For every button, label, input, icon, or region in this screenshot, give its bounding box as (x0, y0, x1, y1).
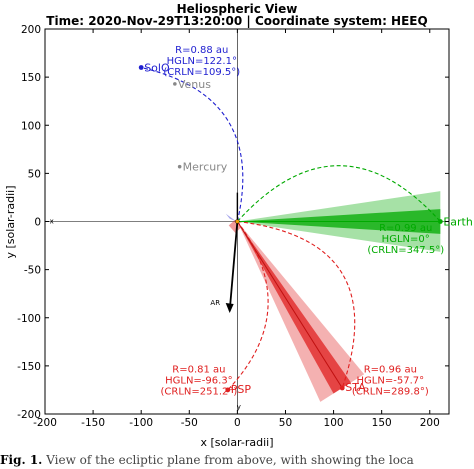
y-tick-label: -50 (24, 265, 41, 277)
annotation-solo-line: HGLN=122.1° (167, 56, 237, 67)
sta-sightline (236, 221, 343, 389)
y-axis-mark: y (237, 403, 241, 411)
body-marker-venus (173, 82, 177, 86)
caption-text: View of the ecliptic plane from above, w… (46, 453, 414, 467)
heliospheric-chart: Heliospheric View Time: 2020-Nov-29T13:2… (4, 2, 473, 449)
x-tick-label: 100 (324, 417, 344, 429)
plot-area: x y AR Earth SolO STA PSP Venus Mercury R=0.88 au… (44, 28, 473, 415)
y-axis-label: y [solar-radii] (4, 186, 17, 259)
body-marker-mercury (177, 164, 182, 169)
body-marker-earth (437, 219, 443, 224)
annotation-psp-line: HGLN=-96.3° (165, 376, 233, 387)
x-tick-label: 200 (420, 417, 440, 429)
annotation-earth-line: R=0.99 au (379, 223, 432, 234)
x-tick-label: -50 (181, 417, 198, 429)
x-tick-label: -100 (129, 417, 153, 429)
annotation-solo-line: (CRLN=109.5°) (163, 67, 240, 78)
solo-fov (225, 213, 237, 222)
annotation-earth-line: (CRLN=347.5°) (367, 245, 444, 256)
body-marker-sta (339, 385, 345, 391)
body-label-earth: Earth (443, 216, 473, 229)
annotation-psp-line: (CRLN=251.2°) (161, 387, 238, 398)
y-tick-label: 0 (34, 217, 41, 229)
figure-caption: Fig. 1. View of the ecliptic plane from … (0, 452, 474, 469)
body-label-venus: Venus (178, 78, 211, 91)
annotation-sta-line: HGLN=-57.7° (357, 376, 425, 387)
chart-subtitle: Time: 2020-Nov-29T13:20:00 | Coordinate … (46, 14, 427, 28)
annotation-sta-line: (CRLN=289.8°) (352, 387, 429, 398)
x-tick-label: 0 (234, 417, 241, 429)
y-tick-label: 100 (21, 120, 41, 132)
annotation-solo-line: R=0.88 au (175, 45, 228, 56)
x-axis-label: x [solar-radii] (201, 436, 274, 449)
sta-fov-narrow (237, 221, 351, 394)
body-marker-psp (225, 387, 231, 393)
psp-parker-spiral (227, 221, 269, 391)
y-tick-label: 50 (28, 168, 41, 180)
x-axis-mark: x (50, 217, 54, 225)
annotation-earth-line: HGLN=0° (382, 234, 430, 245)
psp-fov (228, 219, 242, 234)
y-tick-label: 150 (21, 72, 41, 84)
body-label-solo: SolO (144, 62, 170, 75)
x-tick-label: 150 (372, 417, 392, 429)
x-tick-label: -200 (33, 417, 57, 429)
earth-parker-spiral (236, 165, 441, 222)
x-tick-label: 50 (279, 417, 292, 429)
body-label-sta: STA (345, 381, 366, 394)
y-tick-label: 200 (21, 24, 41, 36)
body-label-mercury: Mercury (183, 161, 228, 174)
y-tick-label: -150 (17, 361, 41, 373)
ar-label: AR (210, 299, 220, 307)
x-tick-label: -150 (81, 417, 105, 429)
sta-parker-spiral (237, 220, 356, 389)
solo-parker-spiral (141, 66, 244, 222)
y-tick-label: -100 (17, 313, 41, 325)
y-tick-label: -200 (17, 409, 41, 421)
sun-marker (235, 219, 240, 224)
ar-arrow-shaft (228, 221, 239, 312)
body-marker-solo (138, 65, 144, 70)
annotation-psp-line: R=0.81 au (172, 365, 225, 376)
ar-arrow-head (225, 303, 234, 314)
annotation-sta-line: R=0.96 au (364, 365, 417, 376)
chart-title: Heliospheric View (177, 2, 298, 16)
caption-prefix: Fig. 1. (0, 453, 43, 467)
body-label-psp: PSP (231, 383, 252, 396)
axis-ticks: -200 -150 -100 -50 0 50 100 150 200 -200 -150 -100 -… (17, 24, 449, 429)
